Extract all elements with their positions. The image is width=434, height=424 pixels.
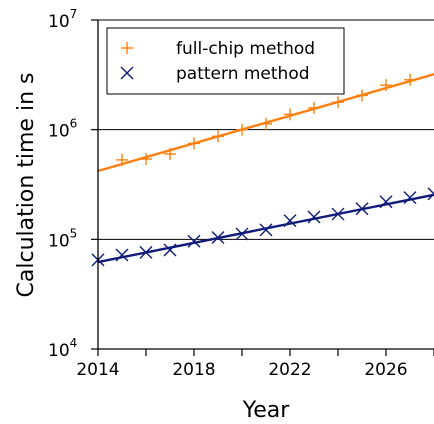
point-series-1-2028-stroke-0 [427,187,434,195]
point-series-0-2027 [404,73,416,86]
point-series-1-2024 [331,207,345,221]
point-series-1-2016 [139,245,153,259]
x-axis-label: Year [242,398,291,423]
point-series-1-2021 [259,223,273,237]
point-series-1-2027 [403,191,417,205]
point-series-0-2019 [212,130,224,143]
point-series-0-2017 [164,147,176,160]
y-tick-label-1e6: 106 [48,117,77,142]
point-series-1-2026 [379,195,393,209]
point-series-0-2023 [308,101,320,114]
point-series-1-2017-stroke-1 [163,243,177,257]
point-series-0-2018 [188,137,200,150]
point-series-1-2025 [355,202,369,216]
legend-marker-x [120,66,134,80]
point-series-1-2026-stroke-1 [379,195,393,209]
axes [97,20,434,350]
fit-line-series-1 [97,193,434,264]
x-tick-label-2022: 2022 [268,360,311,380]
point-series-1-2017 [163,243,177,257]
point-series-1-2018-stroke-1 [187,234,201,248]
point-series-0-2026 [380,79,392,92]
x-ticks: 2014 2018 2022 2026 [76,349,434,380]
y-tick-label-1e7: 107 [48,7,77,32]
legend-label-full-chip: full-chip method [176,39,315,59]
point-series-0-2025 [356,89,368,102]
legend-marker-full-chip [121,42,133,54]
point-series-1-2023 [307,210,321,224]
point-series-1-2023-stroke-1 [307,210,321,224]
data-markers [91,73,434,267]
legend-marker-pattern [120,66,134,80]
point-series-1-2020 [235,227,249,241]
point-series-1-2027-stroke-1 [403,191,417,205]
legend-frame [106,27,345,95]
point-series-0-2015 [116,153,128,166]
y-axis-label: Calculation time in s [14,73,39,298]
point-series-0-2021 [260,117,272,130]
y-ticks: 104 105 106 107 [48,7,98,361]
point-series-0-2020 [236,123,248,136]
point-series-1-2019 [211,230,225,244]
fit-lines [97,73,434,264]
point-series-1-2022-stroke-1 [283,214,297,228]
point-series-1-2015 [115,248,129,262]
y-tick-label-1e4: 104 [48,336,77,361]
point-series-1-2019-stroke-1 [211,230,225,244]
point-series-0-2024 [332,96,344,109]
point-series-0-2022 [284,108,296,121]
x-tick-label-2026: 2026 [364,360,407,380]
y-tick-label-1e5: 105 [48,226,77,251]
legend-marker-x-stroke-1 [120,66,134,80]
legend-label-pattern: pattern method [176,64,310,84]
point-series-1-2016-stroke-1 [139,245,153,259]
legend: full-chip method pattern method [106,27,345,95]
x-tick-label-2018: 2018 [172,360,215,380]
x-tick-label-2014: 2014 [76,360,119,380]
point-series-0-2016 [140,153,152,166]
legend-marker-plus [121,42,133,54]
point-series-1-2015-stroke-1 [115,248,129,262]
point-series-1-2024-stroke-1 [331,207,345,221]
point-series-1-2028-stroke-1 [427,192,434,201]
point-series-1-2021-stroke-1 [259,223,273,237]
point-series-1-2025-stroke-1 [355,202,369,216]
point-series-1-2020-stroke-1 [235,227,249,241]
point-series-1-2018 [187,234,201,248]
point-series-1-2028 [427,187,434,201]
point-series-1-2022 [283,214,297,228]
